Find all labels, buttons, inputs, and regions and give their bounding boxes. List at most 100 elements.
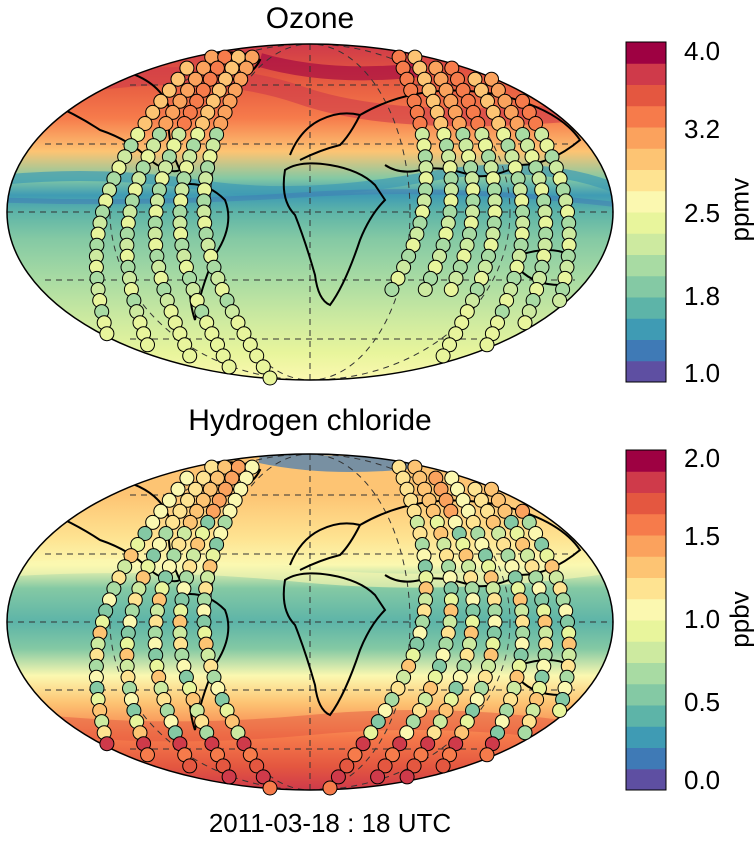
hcl-cbar-tick-2: 1.0 bbox=[684, 604, 721, 634]
satellite-measurement-marker bbox=[221, 359, 237, 375]
colorbar-segment bbox=[626, 148, 666, 170]
satellite-measurement-marker bbox=[392, 736, 408, 752]
colorbar-segment bbox=[626, 577, 666, 600]
satellite-measurement-marker bbox=[123, 548, 139, 564]
satellite-measurement-marker bbox=[521, 514, 537, 530]
satellite-measurement-marker bbox=[490, 492, 506, 508]
satellite-measurement-marker bbox=[202, 71, 218, 87]
satellite-measurement-marker bbox=[189, 93, 205, 109]
satellite-measurement-marker bbox=[262, 780, 278, 796]
satellite-measurement-marker bbox=[442, 337, 457, 353]
colorbar-segment bbox=[626, 726, 666, 748]
satellite-measurement-marker bbox=[399, 769, 415, 785]
colorbar-segment bbox=[626, 471, 666, 493]
ozone-cbar-tick-2: 2.5 bbox=[684, 198, 721, 228]
colorbar-segment bbox=[626, 63, 666, 85]
colorbar-segment bbox=[626, 641, 666, 663]
satellite-measurement-marker bbox=[137, 116, 153, 131]
ozone-cbar-tick-3: 1.8 bbox=[684, 281, 721, 311]
ozone-cbar-unit: ppmv bbox=[724, 177, 755, 242]
colorbar-segment bbox=[626, 535, 666, 557]
satellite-measurement-marker bbox=[417, 282, 433, 297]
colorbar-segment bbox=[626, 492, 666, 515]
satellite-measurement-marker bbox=[435, 348, 451, 364]
colorbar-segment bbox=[626, 275, 666, 298]
satellite-measurement-marker bbox=[140, 337, 155, 353]
satellite-measurement-marker bbox=[442, 747, 457, 763]
colorbar-segment bbox=[626, 127, 666, 149]
hcl-cbar-tick-3: 0.5 bbox=[684, 687, 721, 717]
satellite-measurement-marker bbox=[158, 116, 174, 131]
satellite-measurement-marker bbox=[490, 82, 506, 98]
satellite-measurement-marker bbox=[479, 747, 495, 763]
hcl-cbar-tick-4: 0.0 bbox=[684, 765, 721, 795]
satellite-measurement-marker bbox=[347, 747, 363, 763]
hcl-colorbar bbox=[625, 449, 667, 791]
satellite-measurement-marker bbox=[467, 481, 483, 497]
colorbar-segment bbox=[626, 190, 666, 213]
satellite-measurement-marker bbox=[145, 514, 161, 530]
satellite-measurement-marker bbox=[443, 282, 459, 297]
satellite-measurement-marker bbox=[435, 758, 451, 774]
satellite-measurement-marker bbox=[170, 71, 186, 87]
satellite-measurement-marker bbox=[552, 703, 568, 718]
satellite-measurement-marker bbox=[130, 127, 146, 142]
satellite-measurement-marker bbox=[123, 138, 139, 154]
satellite-measurement-marker bbox=[255, 769, 271, 785]
hcl-cbar-unit: ppbv bbox=[724, 591, 755, 648]
satellite-measurement-marker bbox=[249, 348, 265, 364]
panel-title-hcl: Hydrogen chloride bbox=[188, 404, 432, 437]
colorbar-segment bbox=[626, 254, 666, 277]
satellite-measurement-marker bbox=[515, 503, 530, 519]
satellite-measurement-marker bbox=[195, 82, 211, 98]
colorbar-segment bbox=[626, 297, 666, 319]
colorbar-segment bbox=[626, 620, 666, 642]
ozone-map-outline bbox=[6, 43, 614, 381]
satellite-measurement-marker bbox=[479, 337, 495, 353]
satellite-measurement-marker bbox=[179, 470, 195, 486]
satellite-measurement-marker bbox=[180, 82, 196, 98]
satellite-measurement-marker bbox=[165, 514, 181, 530]
satellite-measurement-marker bbox=[180, 492, 196, 508]
satellite-measurement-marker bbox=[363, 725, 379, 741]
satellite-measurement-marker bbox=[330, 769, 346, 785]
panel-title-ozone: Ozone bbox=[265, 2, 355, 35]
satellite-measurement-marker bbox=[385, 747, 400, 763]
satellite-measurement-marker bbox=[158, 526, 174, 541]
satellite-measurement-marker bbox=[484, 71, 499, 87]
satellite-measurement-marker bbox=[182, 758, 198, 774]
satellite-measurement-marker bbox=[384, 692, 400, 707]
satellite-measurement-marker bbox=[467, 71, 483, 87]
satellite-measurement-marker bbox=[188, 481, 203, 497]
colorbar-segment bbox=[626, 233, 666, 255]
hcl-cbar-tick-0: 2.0 bbox=[684, 443, 721, 473]
satellite-measurement-marker bbox=[249, 758, 265, 774]
satellite-measurement-marker bbox=[153, 503, 169, 519]
colorbar-segment bbox=[626, 105, 666, 128]
satellite-measurement-marker bbox=[384, 282, 400, 297]
satellite-measurement-marker bbox=[172, 503, 188, 519]
satellite-measurement-marker bbox=[236, 736, 252, 752]
colorbar-segment bbox=[626, 360, 666, 383]
colorbar-segment bbox=[626, 450, 666, 472]
colorbar-segment bbox=[626, 318, 666, 340]
satellite-measurement-marker bbox=[137, 526, 153, 541]
colorbar-frame bbox=[625, 449, 667, 791]
satellite-measurement-marker bbox=[145, 104, 161, 120]
satellite-measurement-marker bbox=[255, 359, 271, 375]
satellite-measurement-marker bbox=[552, 293, 568, 308]
satellite-measurement-marker bbox=[236, 326, 252, 342]
ozone-cbar-tick-0: 4.0 bbox=[684, 36, 721, 66]
colorbar-segment bbox=[626, 747, 666, 770]
satellite-measurement-marker bbox=[161, 82, 177, 98]
satellite-measurement-marker bbox=[521, 104, 537, 120]
colorbar-segment bbox=[626, 768, 666, 791]
satellite-measurement-marker bbox=[179, 60, 195, 76]
hcl-satellite-tracks bbox=[88, 459, 577, 796]
satellite-measurement-marker bbox=[377, 703, 393, 718]
satellite-measurement-marker bbox=[202, 481, 218, 497]
satellite-measurement-marker bbox=[195, 492, 211, 508]
satellite-measurement-marker bbox=[497, 503, 513, 519]
colorbar-segment bbox=[626, 212, 666, 234]
